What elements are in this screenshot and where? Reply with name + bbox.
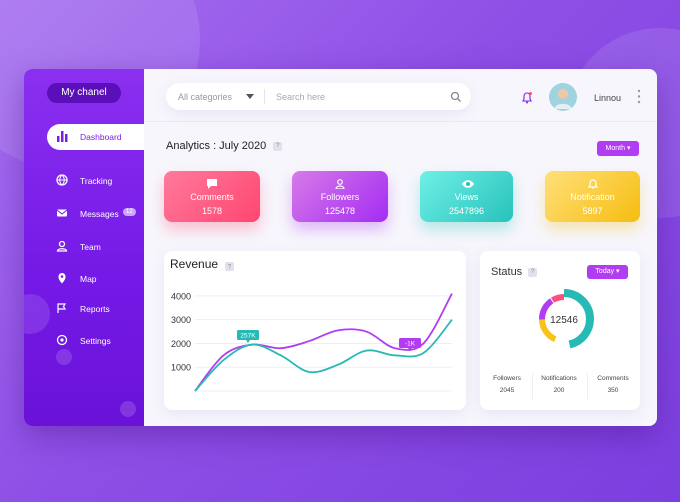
icon: [56, 174, 68, 186]
divider: [587, 373, 588, 399]
divider: [264, 89, 265, 104]
sidebar-circle: [120, 401, 136, 417]
annotation-box: [237, 330, 259, 340]
stat-label: Comments: [597, 375, 629, 382]
nav-label: Settings: [80, 336, 111, 346]
nav-item[interactable]: Messages 12: [47, 201, 144, 227]
nav-label: Team: [80, 242, 101, 252]
stat-card[interactable]: Comments 1578: [164, 171, 260, 222]
divider: [144, 121, 657, 122]
y-tick-label: 2000: [171, 339, 191, 349]
nav-label: Tracking: [80, 176, 113, 186]
help-icon[interactable]: ?: [528, 267, 538, 277]
stat-label: Notifications: [541, 375, 577, 382]
section-title: Analytics : July 2020: [166, 140, 267, 152]
icon: [56, 209, 68, 217]
period-label: Today: [595, 268, 615, 275]
y-tick-label: 3000: [171, 315, 191, 325]
donut: 12546: [534, 289, 594, 349]
line-series: [194, 293, 453, 392]
icon: [246, 94, 254, 99]
nav-item[interactable]: Settings: [47, 328, 144, 354]
icon: [57, 131, 68, 142]
period-label: Month: [605, 145, 625, 152]
nav-item[interactable]: Dashboard: [47, 124, 144, 150]
sidebar-circle: [56, 349, 72, 365]
card-value: 5897: [582, 206, 603, 216]
card-label: Followers: [320, 192, 360, 202]
chart-title: Revenue: [170, 257, 218, 271]
stat-label: Followers: [493, 375, 521, 382]
nav-label: Map: [80, 274, 97, 284]
bell-icon[interactable]: [521, 91, 533, 104]
search-icon[interactable]: [450, 91, 462, 103]
donut-segment: [539, 294, 589, 344]
category-select[interactable]: All categories: [178, 92, 233, 102]
line-series: [194, 319, 453, 392]
card-value: 2547896: [448, 206, 485, 216]
status-card: Status ? Today ▾ 12546 Followers 2045 Not…: [480, 251, 640, 410]
help-icon[interactable]: [225, 262, 234, 271]
divider: [532, 373, 533, 399]
brand-button[interactable]: My chanel: [47, 83, 121, 103]
nav-item[interactable]: Reports: [47, 296, 144, 322]
y-tick-label: 1000: [171, 363, 191, 373]
annotation: -1K: [405, 340, 416, 347]
status-header: Status ?: [491, 266, 538, 278]
card-value: 1578: [201, 206, 223, 216]
period-select[interactable]: Today ▾: [587, 265, 628, 279]
annotation: 257K: [240, 332, 256, 339]
sidebar: My chanel Dashboard Tracking Messages 12…: [24, 69, 144, 426]
annotation-pointer: [246, 340, 250, 343]
stat-value: 2045: [499, 387, 515, 394]
search-bar[interactable]: All categories Search here: [166, 83, 471, 110]
stat: Notifications 200: [534, 375, 584, 394]
user-name[interactable]: Linnou: [594, 93, 622, 103]
icon: [56, 240, 68, 252]
icon: [57, 303, 67, 313]
nav-badge: 12: [123, 208, 136, 216]
stat-value: 200: [553, 387, 565, 394]
revenue-card: Revenue ? 1000 2000 3000 4000 257K -1K: [164, 251, 466, 410]
stat: Comments 350: [590, 375, 636, 394]
nav-item[interactable]: Tracking: [47, 168, 144, 194]
nav-item[interactable]: Team: [47, 234, 144, 260]
icon: [207, 179, 217, 189]
avatar[interactable]: [549, 83, 577, 111]
menu-icon[interactable]: [637, 89, 641, 105]
nav-item[interactable]: Map: [47, 266, 144, 292]
stat-card[interactable]: Views 2547896: [420, 171, 513, 222]
card-value: 125478: [324, 206, 356, 216]
donut-segment: [539, 294, 589, 344]
card-label: Views: [454, 192, 479, 202]
card-label: Comments: [190, 192, 234, 202]
help-text: ?: [228, 265, 232, 271]
icon: [58, 273, 66, 284]
donut-segment: [534, 289, 594, 349]
revenue-chart: Revenue ? 1000 2000 3000 4000 257K -1K: [170, 257, 453, 392]
nav-label: Dashboard: [80, 132, 122, 142]
donut-total: 12546: [550, 315, 578, 326]
nav-label: Reports: [80, 304, 110, 314]
dashboard-window: My chanel Dashboard Tracking Messages 12…: [24, 69, 657, 426]
icon: [335, 179, 345, 189]
period-select[interactable]: Month ▾: [597, 141, 639, 156]
card-label: Notification: [570, 192, 615, 202]
icon: [587, 179, 598, 189]
y-tick-label: 4000: [171, 291, 191, 301]
help-icon[interactable]: ?: [273, 141, 283, 151]
annotation-box: [399, 338, 421, 348]
nav-label: Messages: [80, 209, 119, 219]
stat: Followers 2045: [485, 375, 529, 394]
icon: [56, 334, 68, 346]
section-header: Analytics : July 2020 ?: [166, 140, 283, 152]
search-input[interactable]: Search here: [276, 92, 326, 102]
status-title: Status: [491, 266, 523, 278]
stat-card[interactable]: Followers 125478: [292, 171, 388, 222]
stat-card[interactable]: Notification 5897: [545, 171, 640, 222]
icon: [461, 180, 474, 188]
annotation-pointer: [408, 348, 412, 351]
stat-value: 350: [607, 387, 619, 394]
